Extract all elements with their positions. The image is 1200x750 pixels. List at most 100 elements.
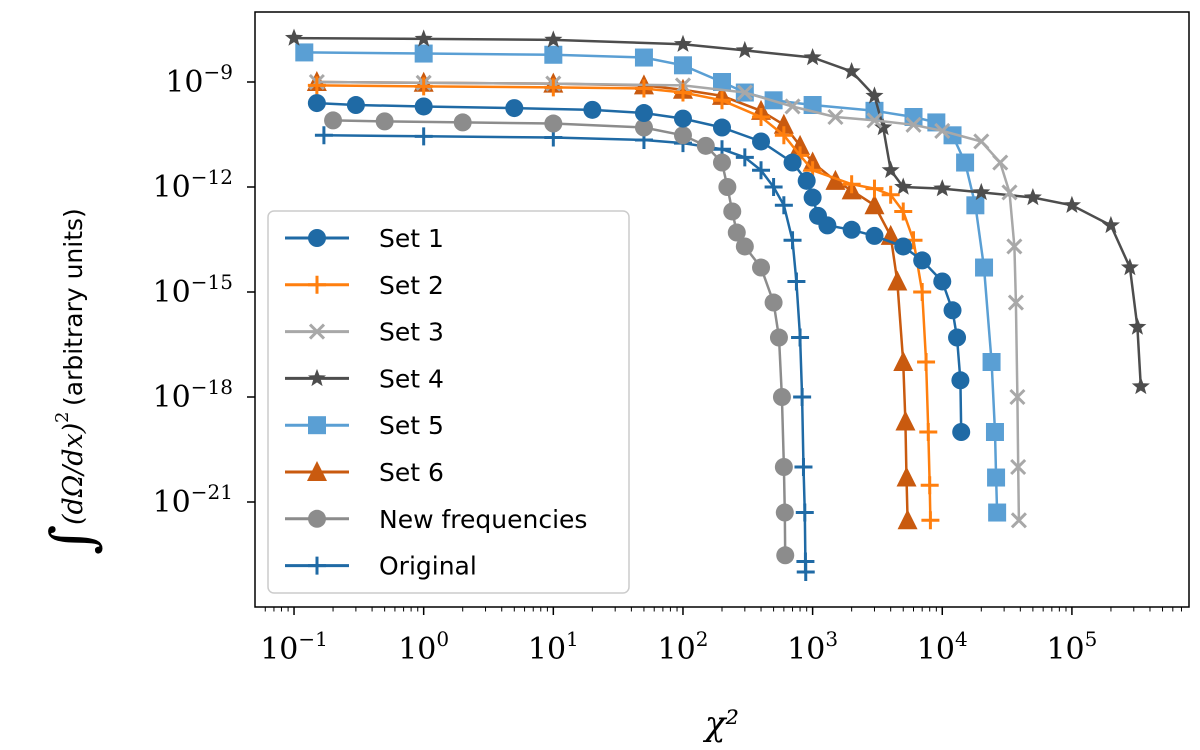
data-point xyxy=(735,40,754,59)
data-point xyxy=(673,126,692,145)
x-tick-base: 10 xyxy=(787,632,825,667)
data-point xyxy=(787,272,806,291)
data-point xyxy=(774,126,793,145)
legend-marker xyxy=(308,556,326,575)
data-point xyxy=(783,231,802,250)
legend-label: Set 6 xyxy=(379,458,444,487)
y-tick-exponent: −18 xyxy=(191,375,233,399)
data-point xyxy=(544,78,563,97)
data-point xyxy=(927,113,946,132)
data-point xyxy=(881,185,900,204)
legend-entry-set-4: Set 4 xyxy=(285,364,444,393)
data-point xyxy=(842,220,861,239)
data-point xyxy=(1010,458,1027,476)
data-point xyxy=(414,97,433,116)
data-point xyxy=(987,468,1006,487)
data-point xyxy=(752,108,771,126)
data-point xyxy=(784,98,801,115)
data-point xyxy=(783,153,802,172)
y-tick-label: 10−21 xyxy=(153,480,233,520)
axes-layer: 10−1 100 101 102 103 104 10510−910−1210−1510−1… xyxy=(153,60,1182,667)
data-point xyxy=(881,160,900,178)
y-tick-base: 10 xyxy=(153,380,191,415)
data-point xyxy=(896,466,917,487)
series-line xyxy=(316,80,1021,521)
data-point xyxy=(952,423,971,441)
data-point xyxy=(314,126,333,145)
data-point xyxy=(1006,238,1023,255)
data-point xyxy=(992,154,1009,171)
data-point xyxy=(735,237,754,256)
y-axis-title-superscript: 2 xyxy=(52,412,73,423)
data-point xyxy=(864,194,885,215)
x-tick-exponent: 1 xyxy=(566,627,579,651)
data-point xyxy=(972,182,991,201)
data-point xyxy=(975,258,994,277)
data-point xyxy=(865,86,884,104)
y-axis-title-math: (dΩ/dx) xyxy=(58,423,89,525)
legend-entry-new-frequencies: New frequencies xyxy=(285,505,587,534)
data-point xyxy=(1128,317,1147,335)
series-layer xyxy=(285,28,1150,581)
y-tick-exponent: −21 xyxy=(191,480,233,504)
data-point xyxy=(727,223,746,242)
data-point xyxy=(505,99,524,118)
data-point xyxy=(673,83,692,102)
data-point xyxy=(795,503,814,522)
data-point xyxy=(285,28,304,46)
data-point xyxy=(295,43,314,62)
x-tick-base: 10 xyxy=(398,632,436,667)
data-point xyxy=(966,196,985,215)
data-point xyxy=(894,177,913,195)
data-point xyxy=(718,178,737,196)
data-point xyxy=(634,79,653,98)
data-point xyxy=(713,73,731,91)
x-tick-label: 105 xyxy=(1046,627,1097,667)
x-tick-base: 10 xyxy=(1046,632,1084,667)
data-point xyxy=(951,371,970,390)
data-point xyxy=(874,118,893,136)
data-point xyxy=(797,171,816,190)
plot-frame xyxy=(254,11,1190,608)
data-point xyxy=(773,113,794,134)
data-point xyxy=(673,109,692,128)
data-point xyxy=(791,328,810,347)
data-point xyxy=(973,133,990,150)
data-point xyxy=(933,272,952,291)
legend-entry-set-2: Set 2 xyxy=(285,271,444,300)
data-point xyxy=(1023,188,1042,206)
data-point xyxy=(921,511,940,530)
data-point xyxy=(827,108,844,126)
data-point xyxy=(943,126,962,145)
data-point xyxy=(414,44,433,63)
legend-label: Set 4 xyxy=(379,364,444,393)
data-point xyxy=(736,84,753,101)
legend-label: Set 5 xyxy=(379,411,444,440)
data-point xyxy=(913,251,932,270)
legend-entry-set-3: Set 3 xyxy=(285,318,444,347)
data-point xyxy=(1010,512,1027,529)
data-point xyxy=(307,76,326,95)
data-point xyxy=(794,458,813,476)
data-point xyxy=(775,503,794,522)
data-point xyxy=(897,509,918,530)
data-point xyxy=(634,104,653,123)
legend-entry-set-1: Set 1 xyxy=(285,224,444,253)
data-point xyxy=(346,96,365,115)
legend-label: Set 1 xyxy=(379,224,444,253)
y-tick-label: 10−12 xyxy=(153,165,233,205)
data-point xyxy=(887,270,908,291)
data-point xyxy=(735,148,754,167)
data-point xyxy=(895,410,916,431)
data-point xyxy=(985,423,1004,441)
data-point xyxy=(1007,294,1024,311)
y-axis-title-text: (arbitrary units) xyxy=(59,208,88,406)
series-set-1 xyxy=(307,94,971,441)
data-point xyxy=(324,111,343,130)
data-point xyxy=(818,216,837,235)
data-point xyxy=(948,328,967,347)
x-tick-exponent: −1 xyxy=(298,627,327,651)
data-point xyxy=(713,118,731,137)
data-point xyxy=(764,178,783,196)
data-point xyxy=(774,458,793,476)
